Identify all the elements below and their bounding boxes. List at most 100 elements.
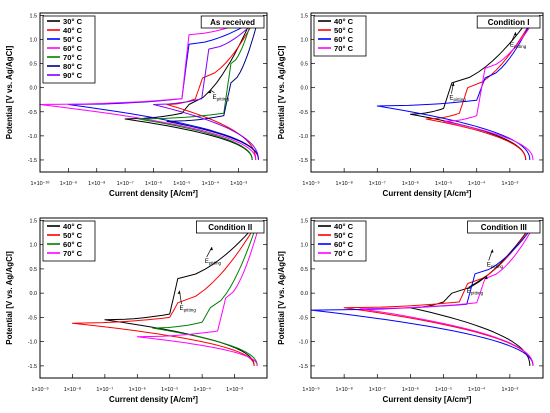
y-tick-label: 0.5 (30, 267, 38, 273)
plot-frame (39, 217, 268, 379)
annotation-label: Epitting (449, 95, 466, 103)
annotation-label: Epitting (212, 94, 229, 102)
series-line (425, 17, 534, 161)
y-tick-label: 1.5 (30, 13, 38, 19)
series-line (443, 17, 537, 161)
x-tick-label: 1×10⁻⁶ (402, 181, 419, 187)
legend-label: 50° C (334, 26, 354, 35)
x-tick-label: 1×10⁻⁵ (435, 181, 452, 187)
curve-group (376, 17, 537, 161)
title-box (467, 220, 541, 234)
x-tick-label: 1×10⁻³ (230, 181, 247, 187)
x-tick-label: 1×10⁻³ (226, 387, 243, 393)
y-tick-label: -1.5 (299, 364, 308, 370)
curve-group (39, 17, 259, 161)
x-tick-label: 1×10⁻⁶ (129, 387, 146, 393)
y-tick-label: 1.0 (301, 38, 309, 44)
plot-frame (310, 217, 544, 379)
series-line (166, 17, 259, 161)
x-axis-label: Current density [A/cm²] (383, 189, 472, 198)
title-box (200, 15, 265, 29)
y-tick-label: 1.5 (301, 13, 309, 19)
annotation-arrowhead (490, 249, 494, 253)
chart-panel: 1×10⁻¹⁰ 1×10⁻⁹ 1×10⁻⁸ 1×10⁻⁷ 1×10⁻⁶ 1×10⁻⁵ 1×1… (5, 12, 268, 198)
y-tick-label: 0.5 (301, 267, 309, 273)
legend-label: 70° C (63, 53, 83, 62)
plot-frame (310, 12, 544, 173)
legend-label: 70° C (334, 44, 354, 53)
y-axis-label: Potential [V vs. Ag/AgCl] (5, 251, 14, 345)
series-line (409, 17, 531, 161)
legend-label: 40° C (334, 17, 354, 26)
legend-label: 40° C (334, 222, 354, 231)
y-tick-label: 1.5 (301, 218, 309, 224)
legend-label: 60° C (63, 240, 83, 249)
y-axis-label: Potential [V vs. Ag/AgCl] (277, 45, 286, 139)
annotation-label: Epitting (510, 42, 527, 50)
y-tick-label: 0.0 (30, 291, 38, 297)
curve-group (310, 222, 537, 366)
x-tick-label: 1×10⁻⁸ (64, 387, 81, 393)
y-tick-label: -0.5 (28, 110, 37, 116)
title-box (476, 15, 541, 29)
y-tick-label: 0.5 (301, 62, 309, 68)
series-line (124, 17, 253, 161)
y-axis-label: Potential [V vs. Ag/AgCl] (277, 251, 286, 345)
annotation-arrowhead (484, 276, 488, 280)
x-tick-label: 1×10⁻⁹ (60, 181, 77, 187)
y-tick-label: -0.5 (299, 110, 308, 116)
y-tick-label: 1.0 (30, 38, 38, 44)
annotation-label: Epitting (487, 261, 504, 269)
legend-label: 70° C (63, 249, 83, 258)
annotation-arrowhead (209, 247, 213, 251)
y-tick-label: -1.5 (28, 158, 37, 164)
annotation-label: Epitting (467, 288, 484, 296)
legend-box (42, 15, 96, 84)
chart-title: Condition I (488, 18, 530, 27)
x-tick-label: 1×10⁻⁸ (336, 181, 353, 187)
x-tick-label: 1×10⁻⁹ (302, 387, 319, 393)
x-tick-label: 1×10⁻⁷ (117, 181, 134, 187)
annotation-arrowhead (451, 82, 455, 86)
x-tick-label: 1×10⁻⁵ (161, 387, 178, 393)
legend-label: 30° C (63, 17, 83, 26)
y-tick-label: 0.5 (30, 62, 38, 68)
chart-panel: 1×10⁻⁹ 1×10⁻⁸ 1×10⁻⁷ 1×10⁻⁶ 1×10⁻⁵ 1×10⁻⁴ 1×10… (5, 217, 268, 404)
annotation-arrow (468, 275, 487, 288)
y-tick-label: -1.0 (28, 134, 37, 140)
annotation-arrowhead (513, 32, 517, 36)
x-tick-label: 1×10⁻⁸ (336, 387, 353, 393)
annotation-arrow (210, 89, 215, 94)
series-line (104, 222, 258, 366)
y-tick-label: -1.0 (299, 134, 308, 140)
x-axis-label: Current density [A/cm²] (109, 395, 198, 404)
series-line (136, 222, 261, 366)
y-tick-label: 0.0 (301, 291, 309, 297)
series-line (343, 222, 534, 366)
x-tick-label: 1×10⁻⁴ (193, 387, 211, 393)
x-tick-label: 1×10⁻⁵ (435, 387, 452, 393)
legend-label: 40° C (63, 26, 83, 35)
legend-label: 60° C (63, 44, 83, 53)
series-line (71, 222, 258, 366)
legend-box (313, 15, 367, 57)
x-tick-label: 1×10⁻⁴ (202, 181, 220, 187)
legend-box (313, 220, 367, 262)
x-tick-label: 1×10⁻⁵ (173, 181, 190, 187)
series-line (39, 17, 257, 161)
series-line (138, 17, 253, 161)
curve-group (71, 222, 261, 366)
y-axis-label: Potential [V vs. Ag/AgCl] (5, 45, 14, 139)
x-tick-label: 1×10⁻³ (501, 181, 518, 187)
y-tick-label: -1.0 (299, 340, 308, 346)
series-line (359, 222, 537, 366)
legend-box (42, 220, 96, 262)
x-axis-label: Current density [A/cm²] (383, 395, 472, 404)
y-tick-label: -0.5 (28, 315, 37, 321)
chart-title: Condition II (208, 223, 252, 232)
annotation-label: Epitting (179, 305, 196, 313)
y-tick-label: -1.5 (299, 158, 308, 164)
y-tick-label: 1.5 (30, 218, 38, 224)
x-tick-label: 1×10⁻⁷ (369, 387, 386, 393)
